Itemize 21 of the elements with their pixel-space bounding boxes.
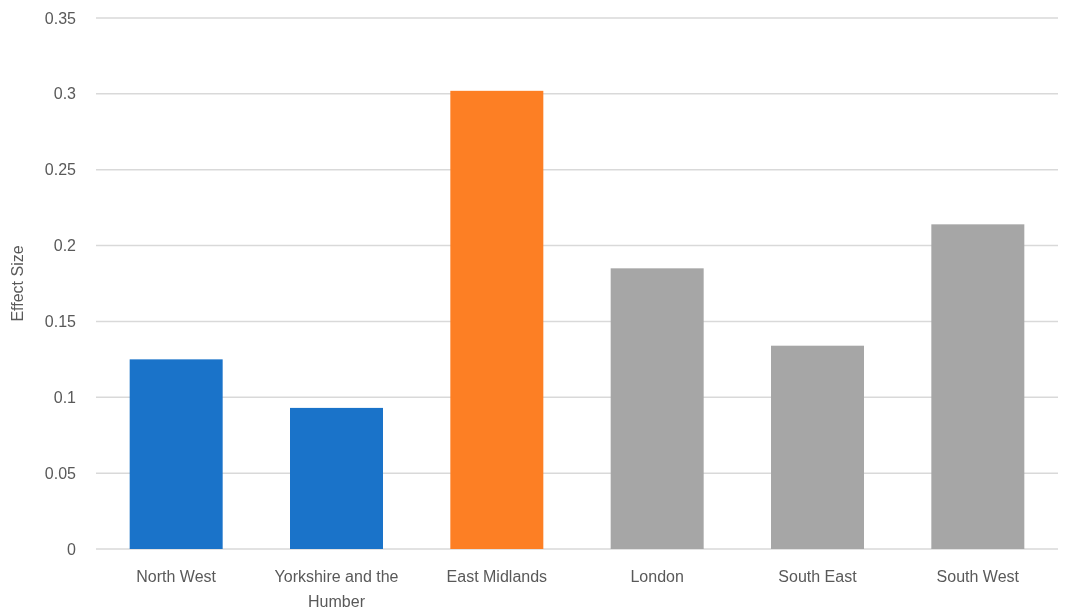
x-tick-label: East Midlands: [446, 568, 548, 585]
y-tick-label: 0.2: [53, 237, 77, 255]
x-tick-label: South East: [778, 568, 858, 585]
bar: [771, 345, 864, 549]
y-tick-label: 0.15: [44, 313, 77, 331]
bar: [931, 224, 1025, 549]
bar: [290, 407, 383, 549]
y-tick-label: 0.05: [44, 464, 77, 482]
y-tick-label: 0: [67, 540, 77, 558]
x-tick-label: Yorkshire and the Humber: [274, 568, 399, 610]
y-tick-label: 0.1: [53, 388, 77, 406]
bar: [129, 359, 223, 549]
x-tick-label: South West: [936, 568, 1020, 585]
y-tick-label: 0.3: [53, 85, 77, 103]
y-tick-label: 0.25: [44, 161, 77, 179]
y-axis-title: Effect Size: [9, 245, 26, 322]
bar: [610, 268, 704, 549]
y-tick-label: 0.35: [44, 9, 77, 27]
x-tick-label: North West: [136, 568, 217, 585]
bar: [450, 90, 544, 549]
x-tick-label: London: [630, 568, 684, 585]
